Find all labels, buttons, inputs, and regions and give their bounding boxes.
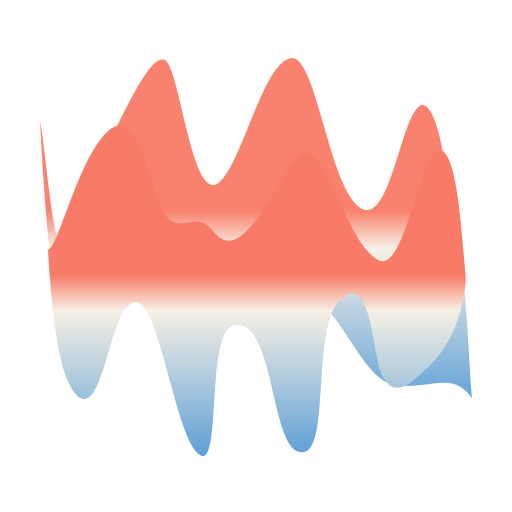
front-wave-layer xyxy=(48,125,466,457)
